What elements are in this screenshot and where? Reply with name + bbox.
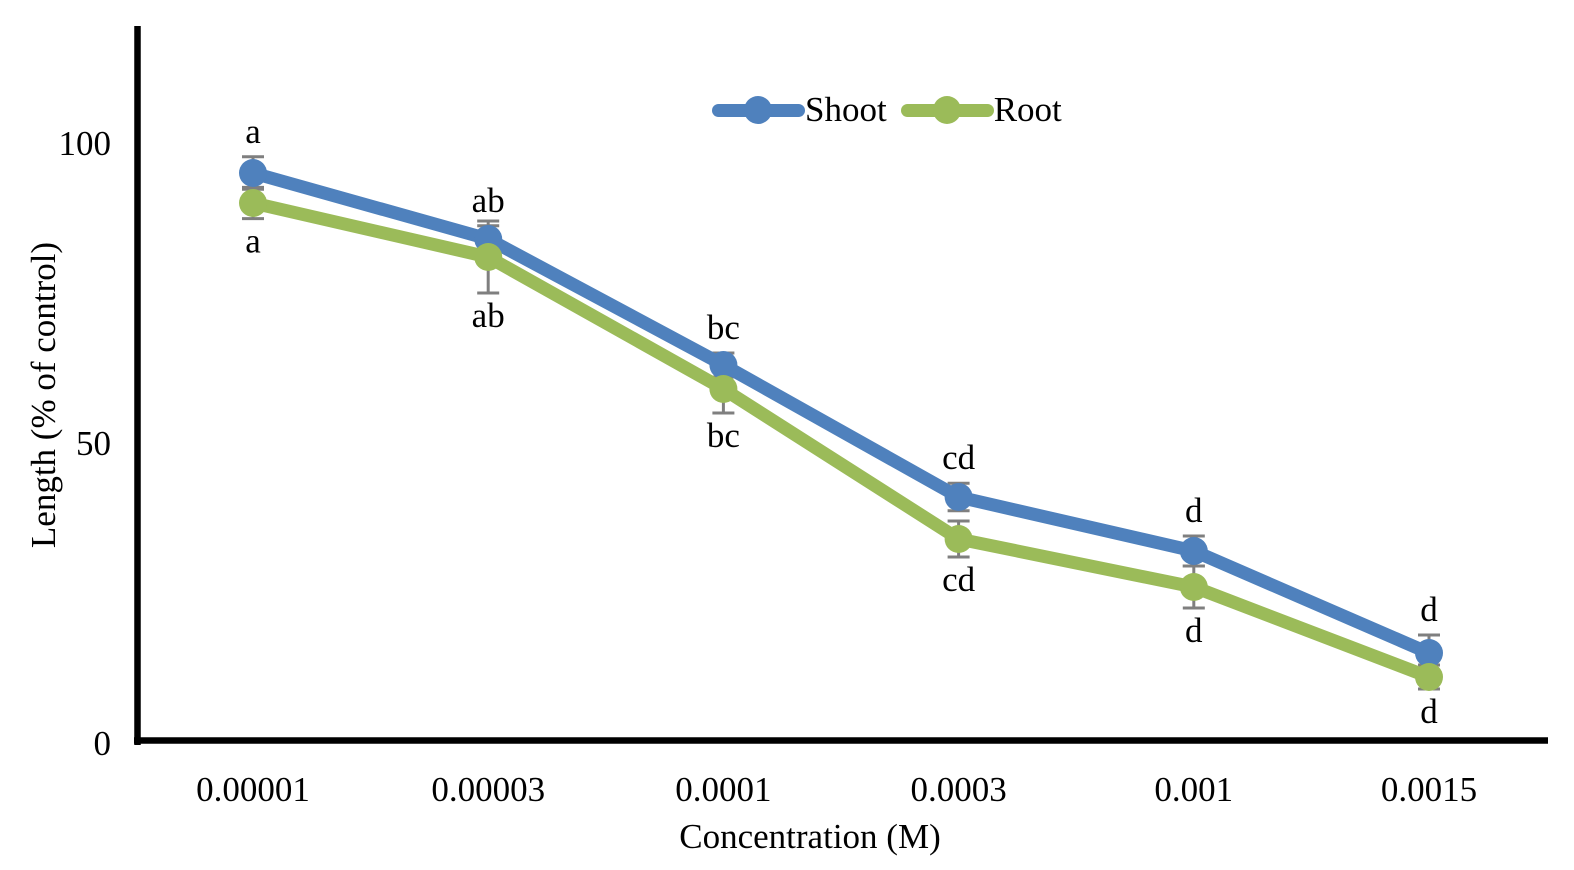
legend-swatch-root-icon bbox=[900, 95, 994, 125]
data-point-marker-root bbox=[1415, 663, 1443, 691]
sig-letter: ab bbox=[472, 296, 505, 335]
x-tick-label: 0.0003 bbox=[910, 770, 1006, 809]
legend: Shoot Root bbox=[712, 92, 1062, 128]
y-axis-title: Length (% of control) bbox=[24, 241, 63, 549]
legend-label-shoot: Shoot bbox=[805, 90, 887, 129]
data-point-marker-root bbox=[709, 375, 738, 403]
sig-letter: cd bbox=[942, 560, 976, 599]
sig-letter: ab bbox=[472, 181, 505, 220]
x-axis-title: Concentration (M) bbox=[679, 817, 941, 856]
sig-letter: d bbox=[1185, 611, 1203, 650]
series-line-shoot bbox=[246, 166, 1436, 660]
sig-letter: bc bbox=[707, 308, 740, 347]
legend-item-root: Root bbox=[900, 90, 1062, 129]
sig-letter: bc bbox=[707, 416, 740, 455]
sig-letter: a bbox=[245, 112, 261, 151]
series-line-root bbox=[246, 196, 1436, 684]
data-point-marker-shoot bbox=[239, 159, 267, 187]
x-tick-label: 0.0001 bbox=[675, 770, 771, 809]
legend-label-root: Root bbox=[993, 90, 1062, 129]
data-point-marker-shoot bbox=[709, 351, 738, 379]
x-tick-label: 0.00001 bbox=[196, 770, 310, 809]
x-tick-label: 0.001 bbox=[1154, 770, 1233, 809]
data-point-marker-root bbox=[944, 525, 973, 553]
legend-swatch-shoot-icon bbox=[712, 95, 805, 125]
data-point-marker-root bbox=[239, 189, 267, 217]
data-point-marker-root bbox=[1179, 573, 1208, 601]
x-tick-label: 0.0015 bbox=[1381, 770, 1477, 809]
data-point-marker-shoot bbox=[1415, 639, 1443, 667]
y-tick-label: 100 bbox=[59, 124, 112, 163]
data-point-marker-shoot bbox=[944, 483, 973, 511]
y-tick-label: 50 bbox=[76, 424, 111, 463]
data-point-marker-shoot bbox=[1179, 537, 1208, 565]
sig-letter: d bbox=[1420, 590, 1438, 629]
x-tick-label: 0.00003 bbox=[431, 770, 545, 809]
sig-letter: cd bbox=[942, 438, 976, 477]
sig-letter: a bbox=[245, 222, 261, 261]
legend-item-shoot: Shoot bbox=[712, 92, 887, 128]
sig-letter: d bbox=[1185, 491, 1203, 530]
data-point-marker-root bbox=[474, 243, 503, 271]
y-tick-label: 0 bbox=[94, 724, 112, 763]
sig-letter: d bbox=[1420, 692, 1438, 731]
